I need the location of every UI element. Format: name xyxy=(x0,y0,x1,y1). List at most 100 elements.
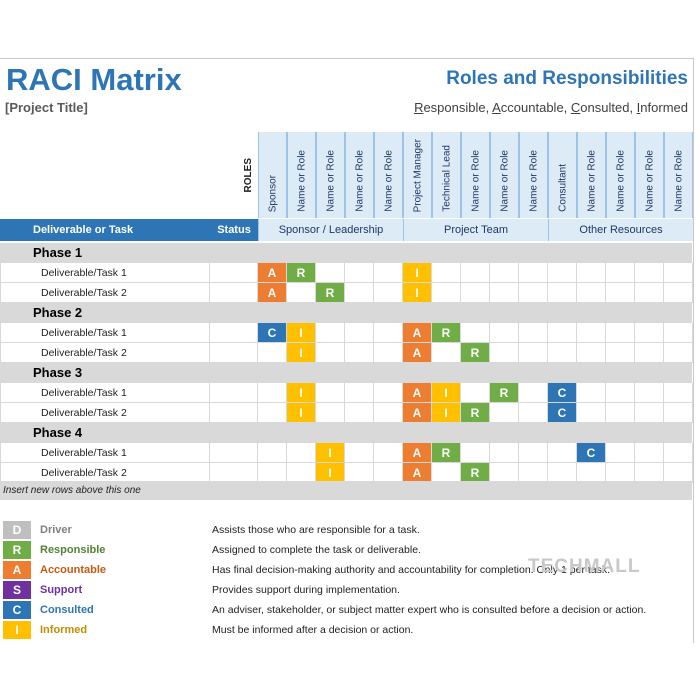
raci-cell[interactable] xyxy=(287,463,316,483)
status-cell[interactable] xyxy=(210,443,258,463)
raci-cell[interactable] xyxy=(606,403,635,423)
raci-cell[interactable] xyxy=(635,403,664,423)
raci-cell[interactable] xyxy=(577,463,606,483)
status-cell[interactable] xyxy=(210,323,258,343)
raci-cell[interactable] xyxy=(635,283,664,303)
task-label[interactable]: Deliverable/Task 2 xyxy=(0,463,210,483)
raci-cell[interactable] xyxy=(490,323,519,343)
raci-cell[interactable] xyxy=(548,463,577,483)
raci-cell[interactable] xyxy=(345,283,374,303)
raci-cell[interactable] xyxy=(664,323,693,343)
raci-cell[interactable] xyxy=(577,343,606,363)
raci-cell[interactable] xyxy=(316,343,345,363)
raci-cell[interactable] xyxy=(664,463,693,483)
role-header[interactable]: Name or Role xyxy=(490,132,519,218)
raci-cell[interactable] xyxy=(635,383,664,403)
raci-cell[interactable] xyxy=(461,323,490,343)
raci-cell[interactable]: A xyxy=(403,463,432,483)
raci-cell[interactable] xyxy=(664,383,693,403)
raci-cell[interactable] xyxy=(490,463,519,483)
raci-cell[interactable] xyxy=(606,463,635,483)
task-label[interactable]: Deliverable/Task 2 xyxy=(0,343,210,363)
raci-cell[interactable] xyxy=(374,263,403,283)
raci-cell[interactable] xyxy=(345,443,374,463)
raci-cell[interactable]: A xyxy=(403,343,432,363)
raci-cell[interactable]: I xyxy=(316,463,345,483)
raci-cell[interactable] xyxy=(258,343,287,363)
raci-cell[interactable]: I xyxy=(432,403,461,423)
raci-cell[interactable] xyxy=(664,403,693,423)
role-header[interactable]: Name or Role xyxy=(519,132,548,218)
raci-cell[interactable] xyxy=(519,283,548,303)
raci-cell[interactable]: A xyxy=(258,283,287,303)
raci-cell[interactable] xyxy=(345,323,374,343)
raci-cell[interactable] xyxy=(490,343,519,363)
raci-cell[interactable] xyxy=(461,443,490,463)
raci-cell[interactable] xyxy=(374,343,403,363)
raci-cell[interactable] xyxy=(635,343,664,363)
raci-cell[interactable]: I xyxy=(287,403,316,423)
role-header[interactable]: Sponsor xyxy=(258,132,287,218)
status-cell[interactable] xyxy=(210,343,258,363)
raci-cell[interactable] xyxy=(606,323,635,343)
raci-cell[interactable]: R xyxy=(432,323,461,343)
raci-cell[interactable] xyxy=(432,343,461,363)
raci-cell[interactable] xyxy=(461,263,490,283)
raci-cell[interactable] xyxy=(345,403,374,423)
role-header[interactable]: Name or Role xyxy=(606,132,635,218)
task-label[interactable]: Deliverable/Task 2 xyxy=(0,403,210,423)
raci-cell[interactable] xyxy=(374,323,403,343)
raci-cell[interactable] xyxy=(490,283,519,303)
role-header[interactable]: Name or Role xyxy=(316,132,345,218)
task-label[interactable]: Deliverable/Task 1 xyxy=(0,323,210,343)
raci-cell[interactable]: A xyxy=(403,403,432,423)
raci-cell[interactable] xyxy=(606,383,635,403)
raci-cell[interactable]: A xyxy=(403,443,432,463)
raci-cell[interactable] xyxy=(577,323,606,343)
raci-cell[interactable] xyxy=(258,443,287,463)
role-header[interactable]: Name or Role xyxy=(374,132,403,218)
raci-cell[interactable] xyxy=(606,343,635,363)
raci-cell[interactable]: I xyxy=(287,383,316,403)
raci-cell[interactable] xyxy=(374,463,403,483)
raci-cell[interactable] xyxy=(664,283,693,303)
role-header[interactable]: Technical Lead xyxy=(432,132,461,218)
task-label[interactable]: Deliverable/Task 1 xyxy=(0,443,210,463)
raci-cell[interactable] xyxy=(519,403,548,423)
raci-cell[interactable]: R xyxy=(490,383,519,403)
raci-cell[interactable]: I xyxy=(403,263,432,283)
raci-cell[interactable]: R xyxy=(432,443,461,463)
raci-cell[interactable] xyxy=(577,383,606,403)
raci-cell[interactable] xyxy=(374,443,403,463)
raci-cell[interactable] xyxy=(635,323,664,343)
raci-cell[interactable] xyxy=(258,403,287,423)
raci-cell[interactable] xyxy=(548,283,577,303)
raci-cell[interactable] xyxy=(490,403,519,423)
raci-cell[interactable]: R xyxy=(316,283,345,303)
raci-cell[interactable]: I xyxy=(287,343,316,363)
raci-cell[interactable]: I xyxy=(403,283,432,303)
raci-cell[interactable]: R xyxy=(287,263,316,283)
task-label[interactable]: Deliverable/Task 1 xyxy=(0,383,210,403)
raci-cell[interactable] xyxy=(577,263,606,283)
task-label[interactable]: Deliverable/Task 1 xyxy=(0,263,210,283)
raci-cell[interactable]: R xyxy=(461,463,490,483)
raci-cell[interactable] xyxy=(258,463,287,483)
role-header[interactable]: Name or Role xyxy=(287,132,316,218)
raci-cell[interactable] xyxy=(519,263,548,283)
raci-cell[interactable]: A xyxy=(403,323,432,343)
raci-cell[interactable] xyxy=(519,463,548,483)
raci-cell[interactable] xyxy=(664,443,693,463)
raci-cell[interactable] xyxy=(345,383,374,403)
raci-cell[interactable] xyxy=(577,403,606,423)
role-header[interactable]: Name or Role xyxy=(577,132,606,218)
raci-cell[interactable]: I xyxy=(287,323,316,343)
raci-cell[interactable] xyxy=(345,343,374,363)
raci-cell[interactable]: A xyxy=(403,383,432,403)
raci-cell[interactable] xyxy=(490,443,519,463)
raci-cell[interactable] xyxy=(519,343,548,363)
raci-cell[interactable]: A xyxy=(258,263,287,283)
raci-cell[interactable] xyxy=(548,443,577,463)
raci-cell[interactable] xyxy=(519,383,548,403)
raci-cell[interactable] xyxy=(374,283,403,303)
